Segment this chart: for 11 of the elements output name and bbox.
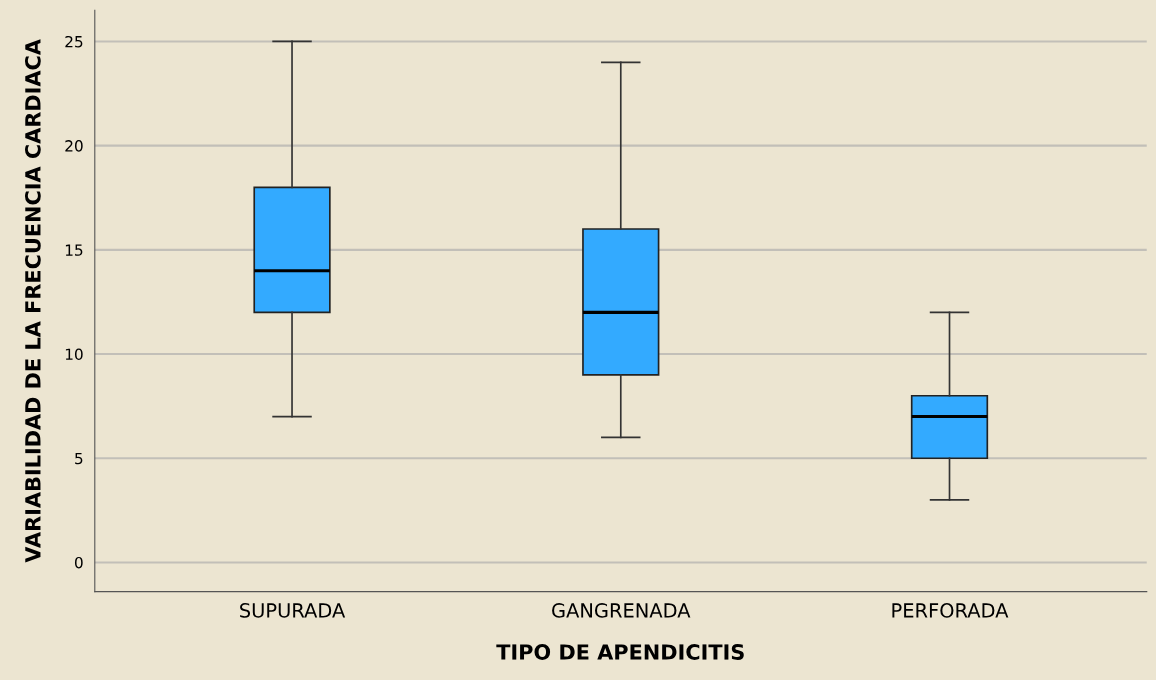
y-axis-title: VARIABILIDAD DE LA FRECUENCIA CARDIACA xyxy=(25,39,41,563)
y-tick-label: 10 xyxy=(65,348,83,361)
x-tick-label: PERFORADA xyxy=(892,603,1009,618)
x-tick-label: GANGRENADA xyxy=(552,603,691,618)
y-tick-label: 0 xyxy=(74,556,83,569)
y-tick-label: 25 xyxy=(65,35,83,48)
y-tick-label: 15 xyxy=(65,244,83,256)
x-axis-title: TIPO DE APENDICITIS xyxy=(496,644,744,660)
x-tick-label: SUPURADA xyxy=(240,603,346,618)
y-tick-label: 20 xyxy=(65,140,83,152)
y-tick-label: 5 xyxy=(75,452,83,465)
